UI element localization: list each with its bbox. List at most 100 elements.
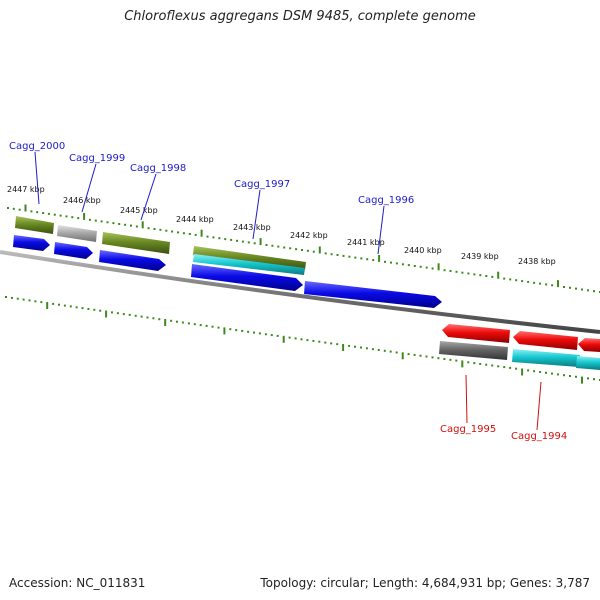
gene-label[interactable]: Cagg_1999 [69, 153, 125, 164]
ruler-dot [253, 242, 256, 245]
ruler-dot [330, 253, 333, 256]
forward-genes [13, 235, 442, 308]
ruler-dot [30, 210, 33, 213]
ruler-dot [455, 359, 458, 362]
ruler-dot [75, 306, 78, 309]
ruler-major-tick [581, 376, 583, 384]
ruler-dot [193, 323, 196, 326]
rna-feature[interactable] [193, 246, 306, 270]
ruler-dot [181, 321, 184, 324]
ruler-dot [12, 207, 15, 210]
rna-feature[interactable] [102, 232, 170, 254]
ruler-dot [235, 329, 238, 332]
ruler-dot [419, 265, 422, 268]
leader-line [140, 173, 157, 221]
ruler-dot [515, 367, 518, 370]
ruler-dot [52, 302, 55, 305]
gene-arrow[interactable] [578, 338, 600, 352]
gene-label[interactable]: Cagg_1998 [130, 163, 186, 174]
gene-arrow[interactable] [54, 242, 93, 259]
ruler-dot [324, 252, 327, 255]
ruler-dot [431, 356, 434, 359]
cds-feature[interactable] [576, 356, 600, 370]
ruler-dot [503, 277, 506, 280]
ruler-dot [87, 308, 90, 310]
ruler-dot [276, 334, 279, 337]
ruler-dot [40, 301, 43, 304]
ruler-dot [258, 332, 261, 335]
ruler-dot [366, 258, 369, 261]
ruler-major-tick [497, 271, 500, 279]
ruler-dot [217, 326, 220, 329]
ruler-dot [170, 319, 173, 322]
ruler-dot [539, 282, 542, 285]
ruler-dot [443, 269, 446, 272]
ruler-label-group: 2447 kbp 2446 kbp 2445 kbp 2444 kbp 2443… [7, 185, 556, 266]
ruler-label: 2443 kbp [233, 223, 271, 232]
genome-backbone [0, 250, 600, 334]
ruler-dot [401, 263, 404, 266]
reverse-genes [439, 324, 600, 370]
ruler-dot [270, 334, 273, 337]
ruler-dot [118, 223, 121, 225]
ruler-dot [77, 217, 80, 220]
ruler-dot [449, 270, 452, 272]
ruler-dot [527, 280, 530, 283]
accession-text: Accession: NC_011831 [9, 576, 146, 590]
leader-line [377, 205, 385, 255]
gene-label[interactable]: Cagg_2000 [9, 141, 65, 152]
gene-arrow[interactable] [442, 324, 510, 343]
gene-label[interactable]: Cagg_1994 [511, 431, 567, 442]
ruler-dot [354, 345, 356, 348]
ruler-dot [36, 211, 39, 214]
rna-feature[interactable] [15, 216, 54, 234]
ruler-dot [171, 230, 174, 233]
gene-arrow[interactable] [304, 281, 442, 308]
gene-arrow[interactable] [513, 331, 578, 350]
gene-label[interactable]: Cagg_1996 [358, 195, 414, 206]
gene-arrow[interactable] [99, 250, 166, 271]
gene-arrow[interactable] [191, 264, 303, 291]
ruler-dot [205, 324, 208, 327]
gene-label[interactable]: Cagg_1997 [234, 179, 290, 190]
ruler-dot [34, 300, 37, 303]
ruler-dot [377, 349, 380, 351]
ruler-dot [467, 361, 470, 364]
ruler-dot [563, 374, 565, 377]
ruler-dot [581, 288, 583, 291]
ruler-label: 2445 kbp [120, 206, 158, 215]
ruler-dot [230, 238, 233, 241]
ruler-major-tick [521, 368, 524, 376]
cds-feature[interactable] [193, 254, 305, 275]
ruler-major-tick [141, 221, 144, 229]
ruler-dot [569, 286, 571, 289]
gene-arrow[interactable] [13, 235, 50, 251]
pseudo-feature[interactable] [439, 341, 508, 360]
ruler-dot [224, 238, 227, 241]
cds-feature[interactable] [512, 349, 580, 367]
ruler-dot [63, 304, 66, 307]
ruler-dot [122, 313, 125, 316]
pseudo-feature[interactable] [57, 225, 97, 242]
ruler-dot [58, 303, 60, 306]
ruler-dot [395, 262, 398, 265]
ruler-dot [241, 329, 244, 332]
ruler-dot [152, 317, 155, 320]
ruler-dot [288, 336, 291, 339]
ruler-dot [300, 338, 303, 341]
ruler-major-tick [282, 335, 285, 343]
ruler-dot [593, 378, 595, 381]
gene-label[interactable]: Cagg_1995 [440, 424, 496, 435]
ruler-label: 2438 kbp [518, 257, 556, 266]
ruler-dot [212, 236, 215, 239]
map-title: Chloroflexus aggregans DSM 9485, complet… [124, 9, 476, 24]
ruler-dot [503, 366, 506, 369]
ruler-upper [7, 204, 600, 293]
ruler-dot [187, 322, 190, 325]
ruler-dot [312, 250, 315, 253]
ruler-dot [449, 358, 452, 361]
ruler-dot [455, 270, 458, 273]
ruler-dot [431, 267, 434, 270]
ruler-dot [342, 254, 345, 257]
ruler-major-tick [105, 310, 108, 318]
